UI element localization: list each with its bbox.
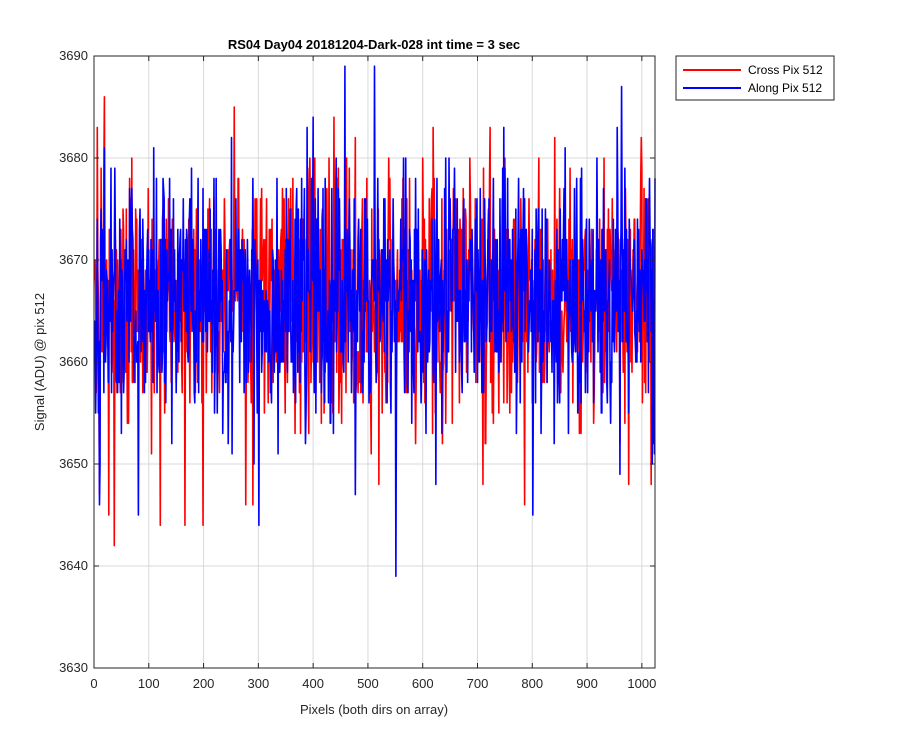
y-tick-label: 3630	[59, 660, 88, 675]
y-tick-label: 3680	[59, 150, 88, 165]
x-tick-label: 200	[193, 676, 215, 691]
x-tick-label: 0	[90, 676, 97, 691]
legend-label-along: Along Pix 512	[748, 81, 822, 95]
x-tick-label: 800	[521, 676, 543, 691]
x-tick-label: 100	[138, 676, 160, 691]
y-tick-label: 3670	[59, 252, 88, 267]
x-tick-label: 1000	[627, 676, 656, 691]
x-tick-label: 500	[357, 676, 379, 691]
chart-title: RS04 Day04 20181204-Dark-028 int time = …	[228, 37, 520, 52]
y-axis-label: Signal (ADU) @ pix 512	[32, 293, 47, 431]
series-line-along-pix	[93, 65, 656, 577]
legend-box	[675, 55, 835, 101]
y-tick-label: 3640	[59, 558, 88, 573]
x-axis-label: Pixels (both dirs on array)	[300, 702, 448, 717]
x-tick-label: 400	[302, 676, 324, 691]
legend: Cross Pix 512 Along Pix 512	[675, 55, 835, 101]
y-tick-label: 3660	[59, 354, 88, 369]
legend-label-cross: Cross Pix 512	[748, 63, 823, 77]
x-tick-label: 700	[467, 676, 489, 691]
axis-ticks: 0 100 200 300 400 500 600 700 800 900 1000 3630 3640…	[59, 48, 656, 691]
series-layer	[93, 65, 656, 577]
x-tick-label: 900	[576, 676, 598, 691]
y-tick-label: 3690	[59, 48, 88, 63]
y-tick-label: 3650	[59, 456, 88, 471]
x-tick-label: 600	[412, 676, 434, 691]
x-tick-label: 300	[248, 676, 270, 691]
